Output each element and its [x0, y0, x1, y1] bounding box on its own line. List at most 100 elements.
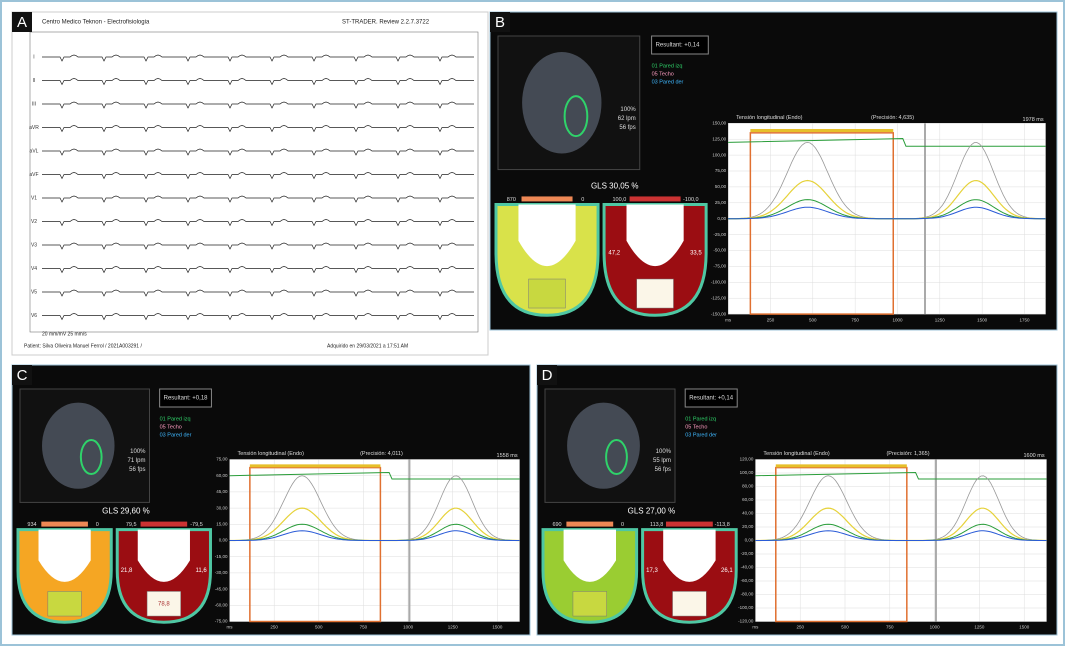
label: 0 — [581, 197, 584, 203]
label: aVL — [30, 148, 39, 154]
label: 1558 ms — [497, 453, 518, 459]
echo-chamber — [563, 95, 589, 138]
bullseye-apex — [47, 591, 82, 617]
cycle-box — [775, 466, 908, 623]
resultant-box — [159, 388, 212, 408]
label: -60,00 — [215, 602, 228, 607]
label: -25,00 — [713, 232, 726, 237]
label: 250 — [767, 317, 775, 322]
label: 100% — [620, 107, 636, 113]
bullseye-apex — [528, 278, 566, 309]
label: 1000 — [930, 625, 941, 630]
label: 0 — [621, 522, 624, 528]
label: (Precisión: 4,635) — [871, 115, 914, 121]
ecg-trace — [42, 289, 474, 297]
label: -100,00 — [738, 605, 754, 610]
drift-curve — [229, 471, 520, 480]
label: 05 Techo — [685, 424, 707, 430]
label: 56 fps — [619, 125, 635, 131]
label: 01 Pared izq — [685, 416, 716, 422]
label: 120,00 — [740, 457, 754, 462]
ecg-trace — [42, 266, 474, 274]
label: 100,00 — [712, 152, 726, 157]
color-scale — [140, 521, 188, 527]
label: 17,3 — [646, 568, 658, 574]
label: 56 fps — [129, 467, 145, 473]
label: 11,6 — [196, 568, 208, 574]
label: I — [33, 54, 34, 60]
resultant-box — [684, 388, 738, 408]
panel-label-box — [490, 12, 510, 32]
ecg-trace — [42, 313, 474, 321]
label: 60,00 — [742, 497, 754, 502]
echo-cone — [522, 52, 602, 154]
ecg-trace — [42, 125, 474, 133]
panel-label-box — [12, 365, 32, 385]
label: Tensión longitudinal (Endo) — [736, 115, 803, 121]
bullseye-inner — [137, 529, 190, 582]
bullseye-apex — [146, 591, 181, 617]
label: 113,8 — [650, 522, 663, 528]
label: 56 fps — [655, 467, 671, 473]
label: 500 — [841, 625, 849, 630]
label: 30,00 — [216, 505, 228, 510]
ecg-grid — [29, 31, 479, 333]
label: 870 — [507, 197, 516, 203]
label: 0,00 — [717, 216, 726, 221]
label: 33,5 — [690, 250, 702, 256]
label: 71 lpm — [127, 458, 145, 464]
label: 78,8 — [158, 601, 170, 607]
label: GLS 27,00 % — [628, 507, 676, 516]
label: 1250 — [448, 625, 459, 630]
label: 125,00 — [712, 136, 726, 141]
label: -40,00 — [741, 565, 754, 570]
label: -113,8 — [715, 522, 730, 528]
bullseye-inner — [518, 204, 576, 267]
label: 62 lpm — [618, 116, 636, 122]
color-scale — [521, 196, 573, 202]
label: V1 — [31, 195, 37, 201]
label: Resultant: +0,14 — [656, 43, 701, 49]
label: 750 — [886, 625, 894, 630]
panel-label-box — [12, 12, 32, 32]
label: 55 lpm — [653, 458, 671, 464]
bullseye-inner — [563, 529, 617, 582]
ecg-trace — [42, 172, 474, 180]
echo-chamber — [79, 439, 103, 476]
color-scale — [666, 521, 713, 527]
echo-cone — [42, 402, 115, 489]
label: 750 — [360, 625, 368, 630]
color-scale — [41, 521, 88, 527]
label: 100% — [130, 449, 146, 455]
color-bar — [775, 464, 907, 468]
label: ms — [227, 625, 234, 630]
label: 05 Techo — [652, 71, 674, 77]
label: Adquirido en 29/03/2021 a 17:51 AM — [327, 343, 408, 349]
color-bar — [249, 464, 381, 468]
label: 1000 — [892, 317, 903, 322]
label: 25,00 — [715, 200, 727, 205]
label: Resultant: +0,14 — [689, 396, 734, 402]
label: 100,00 — [740, 470, 754, 475]
label: 1600 ms — [1023, 453, 1044, 459]
label: aVR — [29, 125, 39, 131]
label: V6 — [31, 313, 37, 319]
label: 500 — [809, 317, 817, 322]
strain-curve — [229, 530, 520, 541]
bullseye-apex — [672, 591, 707, 617]
cycle-box — [749, 132, 895, 315]
label: 1500 — [1019, 625, 1030, 630]
label: -75,00 — [215, 619, 228, 624]
label: GLS 30,05 % — [591, 182, 639, 191]
label: Centro Medico Teknon - Electrofisiologia — [42, 20, 150, 26]
label: -45,00 — [215, 586, 228, 591]
label: Patient: Silva Oliveira Manuel Ferrol / … — [24, 343, 142, 349]
ecg-trace — [42, 242, 474, 250]
color-bar — [750, 129, 894, 133]
bullseye-apex — [572, 591, 607, 617]
label: V5 — [31, 289, 37, 295]
label: -79,5 — [190, 522, 203, 528]
bullseye-inner — [38, 529, 91, 582]
label: -125,00 — [711, 295, 727, 300]
